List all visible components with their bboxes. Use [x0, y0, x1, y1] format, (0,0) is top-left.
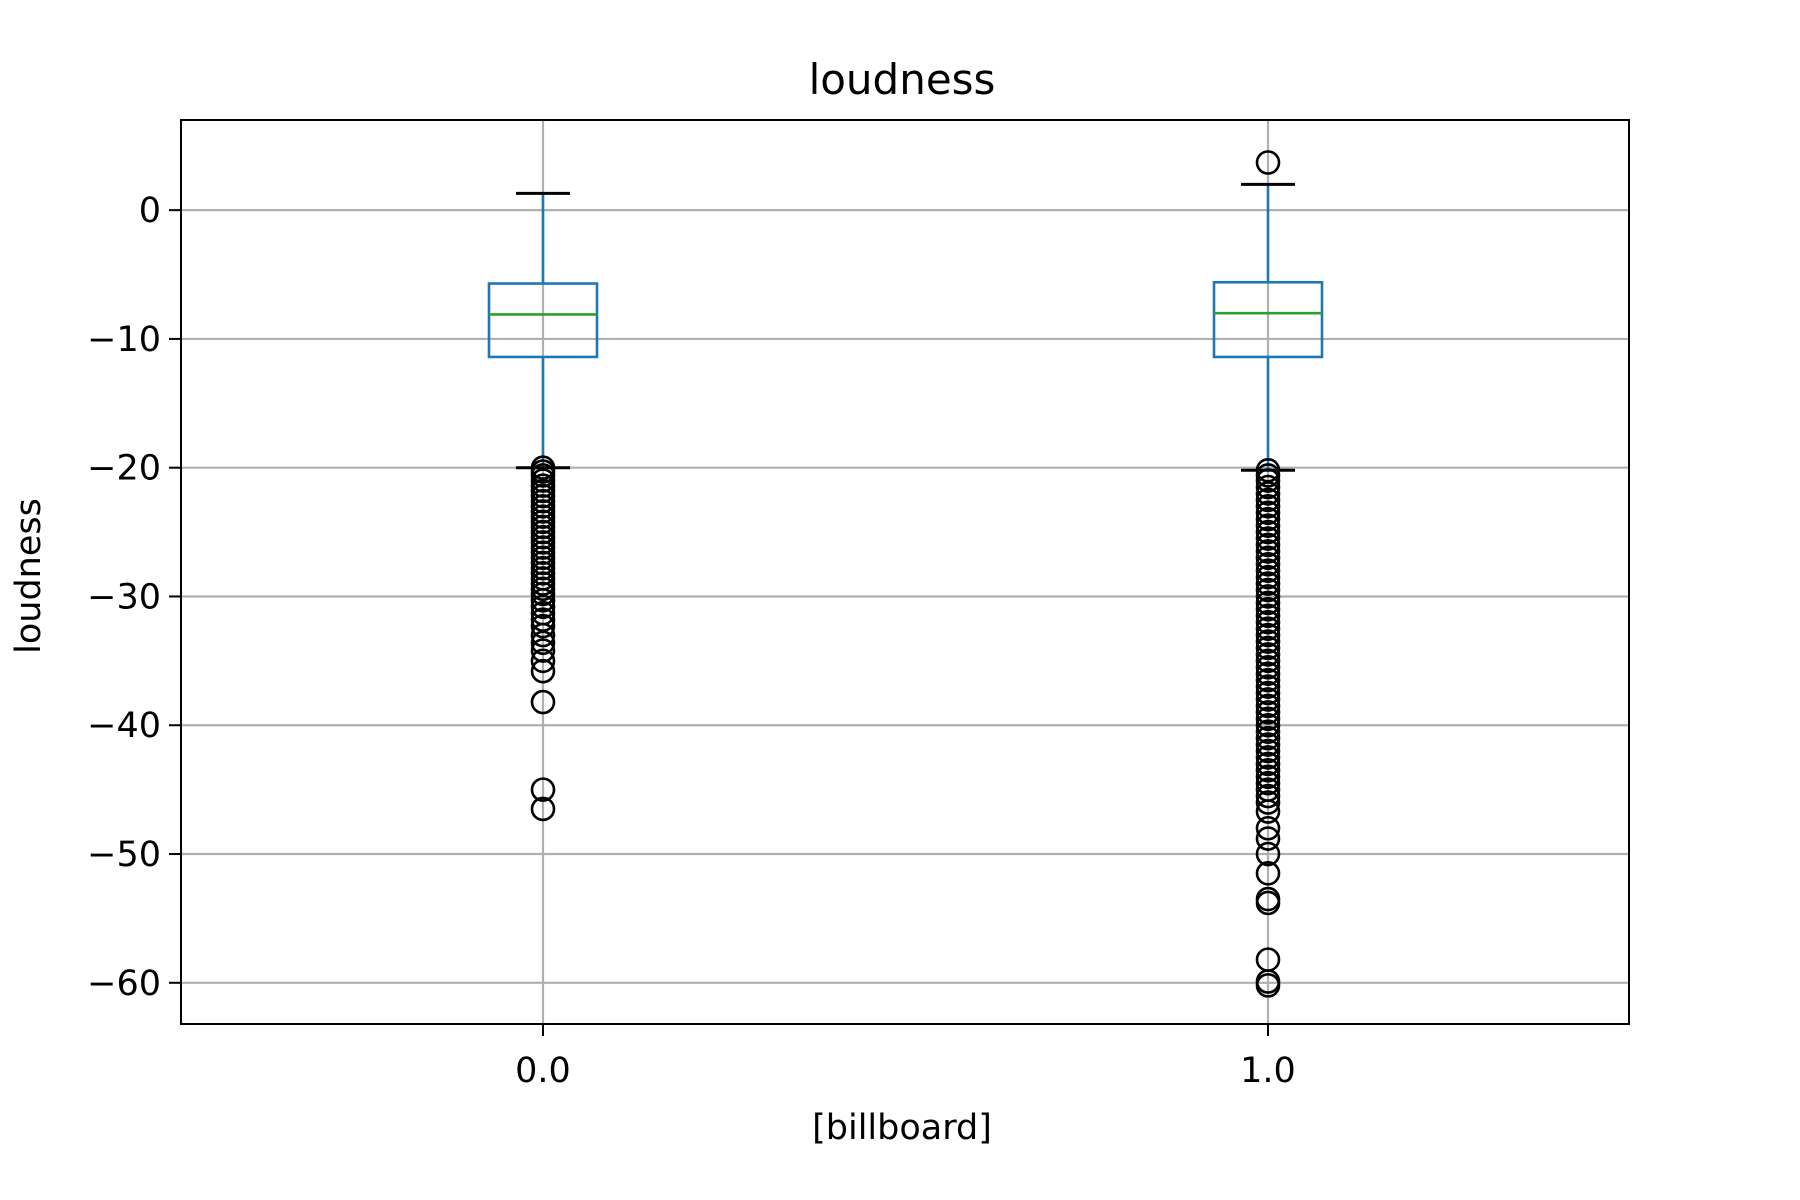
outlier-point — [1255, 758, 1281, 783]
outlier-point — [1255, 674, 1281, 699]
outlier-point — [1255, 815, 1281, 841]
outlier-point — [1255, 654, 1281, 680]
outlier-point — [1255, 648, 1281, 674]
outlier-point — [1255, 725, 1281, 751]
outlier-point — [1255, 770, 1281, 796]
outlier-point — [530, 613, 556, 639]
outlier-point — [530, 648, 556, 674]
outlier-point — [530, 638, 556, 663]
outlier-point — [1255, 629, 1281, 654]
outlier-point — [1255, 577, 1281, 603]
outlier-point — [1255, 564, 1281, 590]
outlier-point — [1255, 661, 1281, 687]
outlier-point — [1255, 732, 1281, 757]
outlier-point — [1255, 474, 1281, 500]
y-axis-label: loudness — [9, 498, 49, 654]
outlier-point — [1255, 500, 1281, 526]
outlier-point — [1255, 751, 1281, 777]
outlier-point — [1255, 597, 1281, 622]
outlier-point — [1255, 706, 1281, 732]
x-axis-ticks: 0.0 1.0 — [515, 1024, 1296, 1091]
chart-title: loudness — [809, 55, 996, 104]
outlier-point — [530, 658, 556, 684]
outlier-point — [1255, 667, 1281, 693]
outlier-point — [1255, 558, 1281, 584]
outlier-point — [1255, 693, 1281, 719]
outlier-point — [530, 581, 556, 607]
y-tick-label: −40 — [87, 706, 161, 746]
outlier-point — [1255, 799, 1281, 824]
x-tick-label: 1.0 — [1240, 1051, 1296, 1091]
outlier-point — [530, 630, 556, 656]
outlier-point — [1255, 513, 1281, 538]
outlier-point — [1255, 468, 1281, 493]
outlier-point — [1255, 764, 1281, 790]
outlier-point — [1255, 745, 1281, 770]
outlier-point — [1255, 973, 1281, 998]
outlier-point — [1255, 712, 1281, 738]
outlier-point — [1255, 841, 1281, 867]
outlier-point — [1255, 481, 1281, 506]
outlier-point — [1255, 526, 1281, 551]
iqr-box — [1212, 280, 1324, 359]
outlier-point — [530, 777, 556, 802]
outlier-point — [530, 689, 556, 715]
outlier-point — [1255, 790, 1281, 815]
box-layer — [487, 182, 1324, 472]
y-tick-label: 0 — [139, 191, 161, 231]
outlier-point — [530, 622, 556, 648]
outlier-point — [1255, 519, 1281, 545]
outlier-point — [1255, 545, 1281, 571]
outlier-point — [1255, 635, 1281, 661]
y-tick-label: −10 — [87, 320, 161, 360]
outlier-point — [530, 796, 556, 822]
x-axis-label: [billboard] — [812, 1108, 992, 1148]
y-tick-label: −30 — [87, 577, 161, 617]
y-tick-label: −50 — [87, 835, 161, 875]
outlier-point — [1255, 609, 1281, 635]
x-tick-label: 0.0 — [515, 1051, 571, 1091]
outlier-point — [1255, 622, 1281, 648]
outlier-point — [1255, 783, 1281, 809]
outlier-point — [1255, 687, 1281, 712]
outlier-point — [1255, 861, 1281, 886]
y-tick-label: −20 — [87, 449, 161, 489]
plot-area-frame — [180, 119, 1630, 1025]
outlier-point — [1255, 616, 1281, 641]
y-tick-label: −60 — [87, 964, 161, 1004]
outlier-point — [1255, 494, 1281, 519]
outlier-point — [1255, 700, 1281, 725]
outlier-point — [1255, 487, 1281, 513]
outlier-point — [1255, 890, 1281, 916]
y-axis-ticks: 0 −10 −20 −30 −40 −50 −60 — [87, 191, 181, 1004]
outlier-point — [1255, 738, 1281, 764]
outlier-point — [1255, 506, 1281, 532]
outlier-point — [1255, 571, 1281, 596]
outlier-point — [1255, 590, 1281, 616]
outlier-point — [1255, 532, 1281, 558]
outlier-point — [1255, 584, 1281, 609]
outlier-point — [1255, 826, 1281, 851]
outlier-point — [1255, 539, 1281, 564]
outlier-point — [530, 594, 556, 620]
outlier-point — [1255, 642, 1281, 667]
outlier-point — [1255, 719, 1281, 744]
outlier-point — [1255, 680, 1281, 706]
iqr-box — [487, 282, 599, 359]
outlier-point — [1255, 603, 1281, 629]
outlier-layer — [530, 150, 1281, 998]
outlier-point — [1255, 150, 1281, 175]
outlier-point — [1255, 551, 1281, 577]
outlier-point — [530, 588, 556, 613]
